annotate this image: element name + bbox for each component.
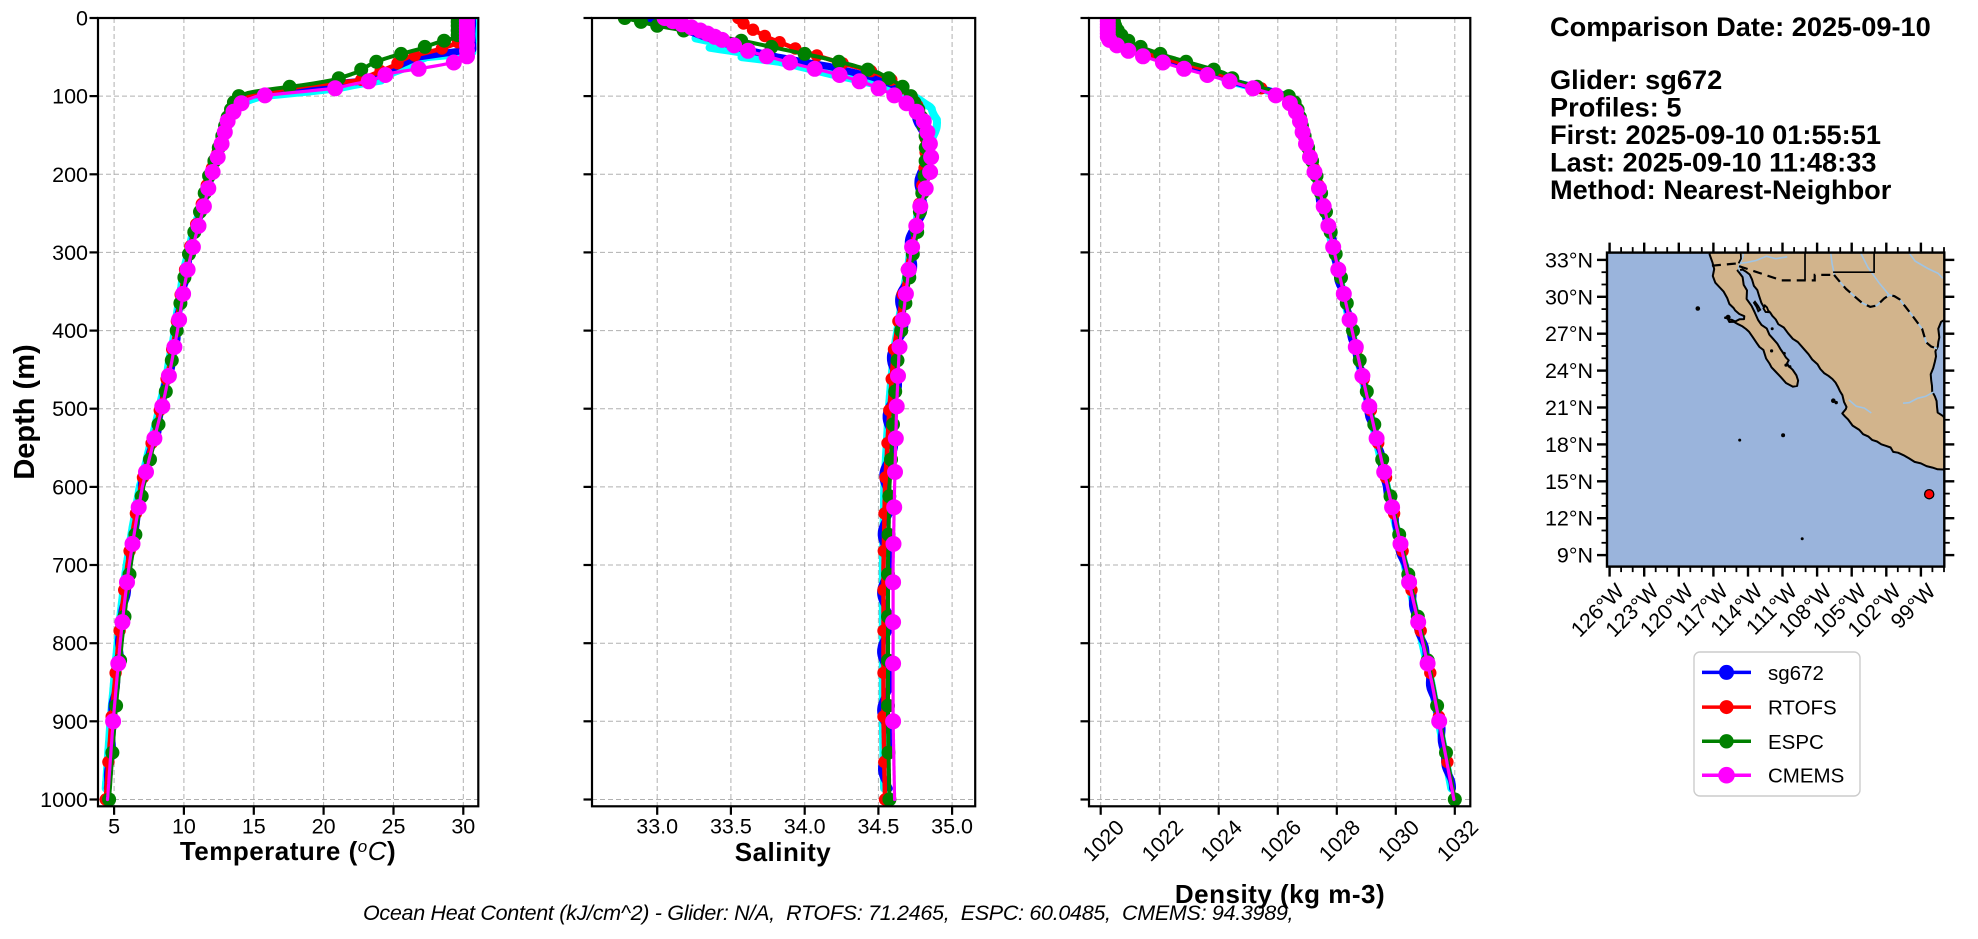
svg-text:300: 300 (52, 241, 88, 265)
svg-text:30°N: 30°N (1545, 285, 1593, 309)
svg-text:20: 20 (312, 815, 336, 839)
svg-text:18°N: 18°N (1545, 433, 1593, 457)
svg-text:First: 2025-09-10 01:55:51: First: 2025-09-10 01:55:51 (1550, 119, 1881, 150)
svg-text:CMEMS: CMEMS (1768, 765, 1844, 788)
svg-text:35.0: 35.0 (931, 815, 973, 839)
svg-text:25: 25 (382, 815, 406, 839)
svg-text:24°N: 24°N (1545, 359, 1593, 383)
svg-text:21°N: 21°N (1545, 396, 1593, 420)
svg-text:Salinity: Salinity (735, 837, 832, 867)
svg-text:10: 10 (172, 815, 196, 839)
svg-text:34.5: 34.5 (857, 815, 899, 839)
svg-text:Ocean Heat Content (kJ/cm^2) -: Ocean Heat Content (kJ/cm^2) - Glider: N… (363, 901, 1293, 925)
svg-text:Density (kg m-3): Density (kg m-3) (1175, 879, 1385, 909)
svg-text:33.0: 33.0 (636, 815, 678, 839)
svg-text:900: 900 (52, 710, 88, 734)
svg-text:700: 700 (52, 554, 88, 578)
svg-text:sg672: sg672 (1768, 662, 1824, 685)
svg-text:27°N: 27°N (1545, 322, 1593, 346)
svg-text:800: 800 (52, 632, 88, 656)
svg-text:1000: 1000 (40, 788, 88, 812)
svg-text:12°N: 12°N (1545, 507, 1593, 531)
svg-text:5: 5 (108, 815, 120, 839)
svg-text:33°N: 33°N (1545, 248, 1593, 272)
svg-text:Comparison Date: 2025-09-10: Comparison Date: 2025-09-10 (1550, 11, 1931, 42)
svg-text:500: 500 (52, 397, 88, 421)
svg-text:15: 15 (242, 815, 266, 839)
svg-text:30: 30 (451, 815, 475, 839)
svg-text:RTOFS: RTOFS (1768, 697, 1837, 720)
svg-text:34.0: 34.0 (784, 815, 826, 839)
svg-text:Glider: sg672: Glider: sg672 (1550, 64, 1722, 95)
svg-text:33.5: 33.5 (710, 815, 752, 839)
svg-text:9°N: 9°N (1557, 544, 1593, 568)
svg-text:100: 100 (52, 85, 88, 109)
svg-text:Depth (m): Depth (m) (9, 344, 41, 479)
svg-text:15°N: 15°N (1545, 470, 1593, 494)
svg-text:0: 0 (76, 7, 88, 31)
svg-text:Profiles: 5: Profiles: 5 (1550, 92, 1681, 123)
svg-text:200: 200 (52, 163, 88, 187)
svg-text:Method: Nearest-Neighbor: Method: Nearest-Neighbor (1550, 174, 1892, 205)
svg-text:600: 600 (52, 475, 88, 499)
svg-text:Last: 2025-09-10 11:48:33: Last: 2025-09-10 11:48:33 (1550, 147, 1876, 178)
svg-text:400: 400 (52, 319, 88, 343)
svg-text:ESPC: ESPC (1768, 731, 1824, 754)
